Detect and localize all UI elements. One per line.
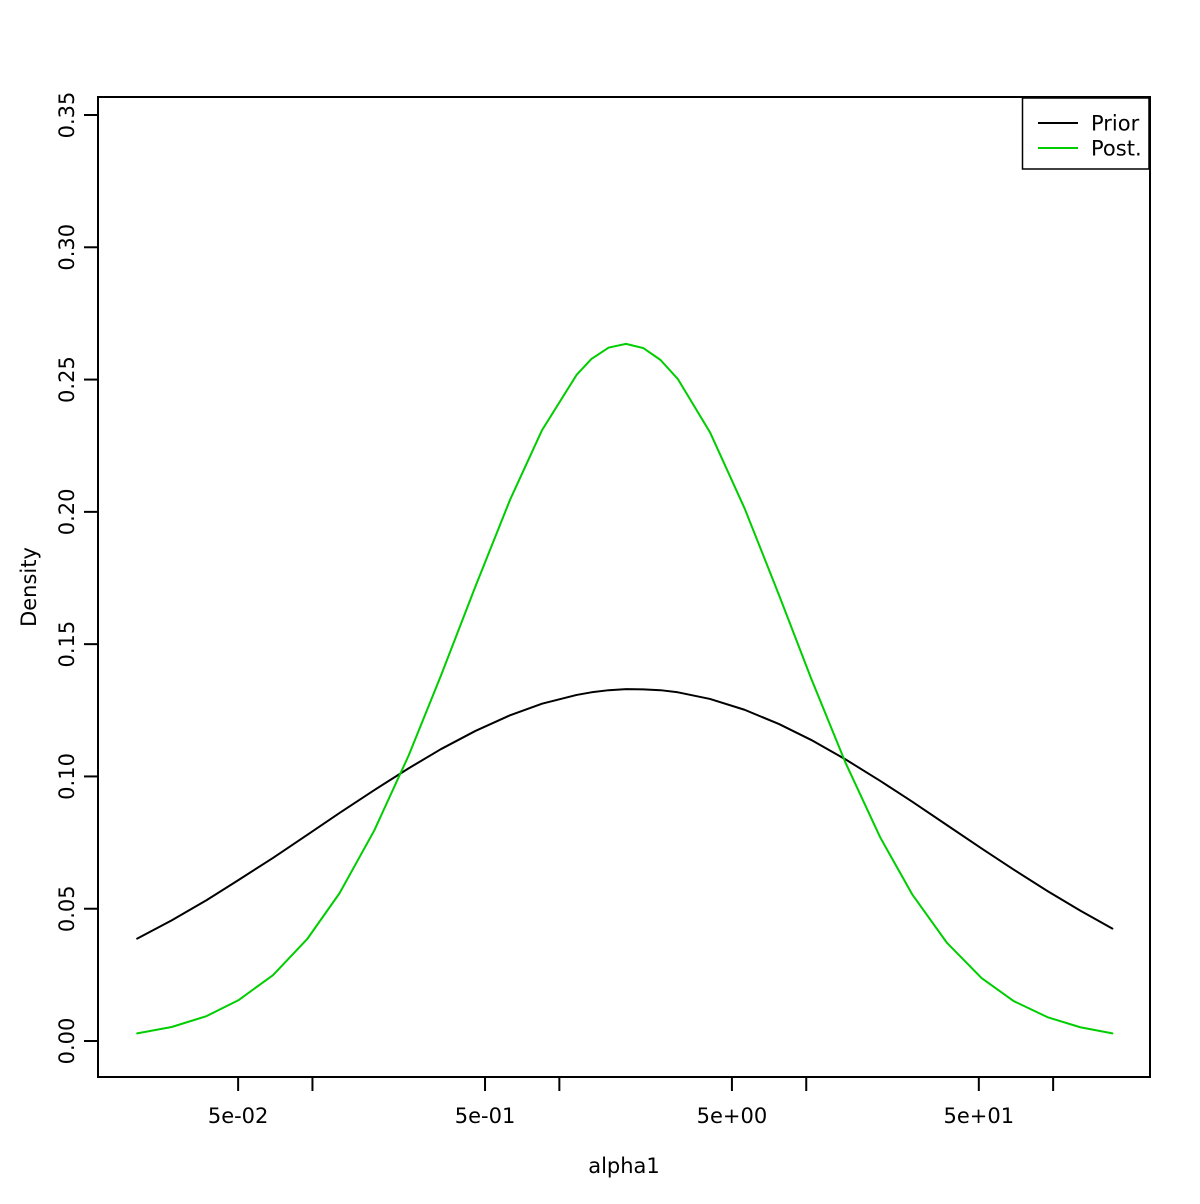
y-axis-title: Density [17,547,41,627]
y-tick-label: 0.15 [55,621,79,668]
x-axis-ticks [237,1077,1055,1091]
y-tick-label: 0.30 [55,224,79,271]
y-tick-label: 0.00 [55,1018,79,1065]
y-tick-label: 0.20 [55,488,79,535]
y-tick-label: 0.05 [55,885,79,932]
x-tick-label: 5e-02 [208,1104,269,1128]
plot-box [97,96,1151,1078]
prior-curve [136,688,1114,940]
legend-prior-label: Prior [1091,112,1140,136]
x-axis-title: alpha1 [588,1154,660,1178]
x-tick-label: 5e+01 [944,1104,1015,1128]
legend: Prior Post. [1021,97,1150,170]
x-axis-tick-labels: 5e-02 5e-01 5e+00 5e+01 [208,1104,1014,1128]
x-tick-label: 5e-01 [455,1104,516,1128]
y-axis-ticks [84,113,98,1043]
y-axis-tick-labels: 0.00 0.05 0.10 0.15 0.20 0.25 0.30 0.35 [55,92,79,1065]
y-tick-label: 0.35 [55,92,79,139]
y-tick-label: 0.25 [55,356,79,403]
x-tick-label: 5e+00 [697,1104,768,1128]
posterior-curve [136,342,1114,1035]
legend-box [1021,97,1150,170]
legend-post-label: Post. [1091,137,1142,161]
y-tick-label: 0.10 [55,753,79,800]
